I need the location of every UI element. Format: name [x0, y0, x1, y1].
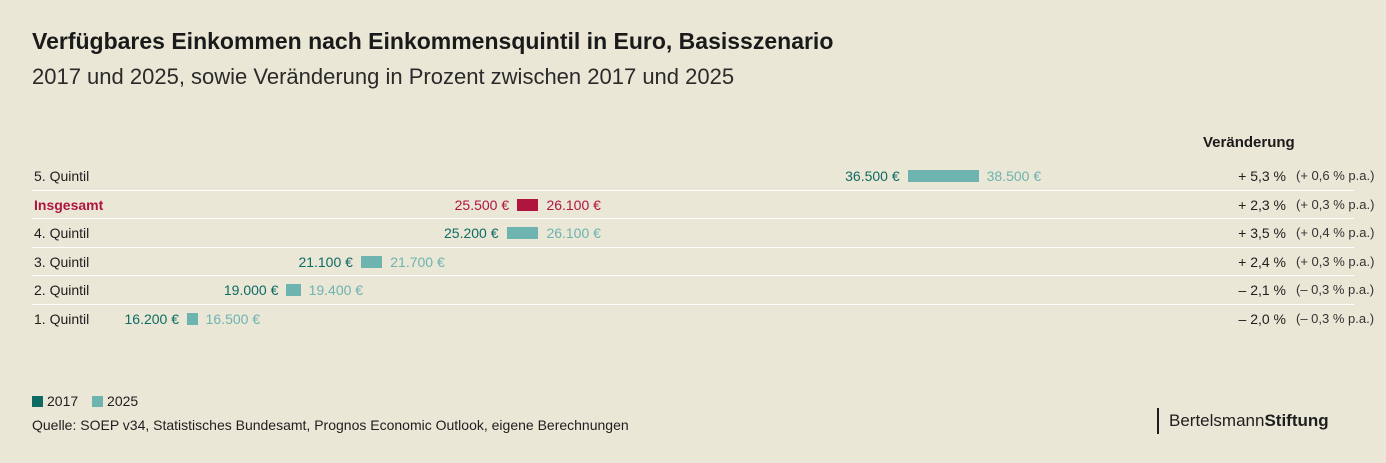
change-bar — [506, 227, 539, 239]
change-percent: – 2,0 % — [1238, 310, 1286, 327]
value-label-low: 21.100 € — [298, 253, 353, 270]
row-label: Insgesamt — [34, 196, 104, 213]
row-divider — [32, 189, 1354, 191]
chart-row: 1. Quintil 16.200 € 16.500 € – 2,0 % (– 0,3 … — [32, 305, 1374, 333]
change-percent: + 2,3 % — [1238, 196, 1286, 213]
row-divider — [32, 218, 1354, 219]
change-percent: + 5,3 % — [1238, 168, 1286, 184]
chart-row: 4. Quintil 25.200 € 26.100 € + 3,5 % (+ 0,4 … — [32, 219, 1374, 247]
chart-row: 5. Quintil 36.500 € 38.500 € + 5,3 % (+ 0,6 … — [32, 162, 1374, 190]
change-percent: + 3,5 % — [1238, 225, 1286, 241]
chart-row: Insgesamt 25.500 € 26.100 € + 2,3 % (+ 0,3 %… — [32, 191, 1374, 219]
change-bar — [286, 284, 301, 296]
source-note: Quelle: SOEP v34, Statistisches Bundesam… — [32, 417, 629, 433]
legend-swatch-2017 — [32, 396, 43, 407]
value-label-low: 25.200 € — [444, 225, 499, 241]
legend-item-2025: 2025 — [92, 393, 138, 409]
legend-item-2017: 2017 — [32, 393, 82, 409]
value-label-high: 21.700 € — [390, 253, 445, 270]
row-label: 4. Quintil — [34, 225, 90, 241]
legend: 2017 2025 — [32, 393, 148, 409]
chart-title: Verfügbares Einkommen nach Einkommensqui… — [32, 28, 834, 54]
change-per-annum: (+ 0,3 % p.a.) — [1296, 196, 1375, 212]
change-bar — [907, 170, 979, 182]
row-label: 2. Quintil — [34, 282, 90, 298]
value-label-high: 16.500 € — [205, 310, 261, 327]
value-label-low: 36.500 € — [845, 168, 900, 184]
legend-label-2017: 2017 — [47, 393, 79, 409]
change-per-annum: (+ 0,4 % p.a.) — [1296, 225, 1375, 240]
chart-row: 2. Quintil 19.000 € 19.400 € – 2,1 % (– 0,3 … — [32, 276, 1374, 304]
row-label: 3. Quintil — [34, 253, 90, 270]
row-divider — [32, 303, 1354, 305]
change-percent: – 2,1 % — [1238, 282, 1286, 298]
change-bar — [360, 255, 383, 268]
legend-label-2025: 2025 — [107, 393, 139, 409]
change-column-header: Veränderung — [1203, 134, 1295, 151]
legend-swatch-2025 — [92, 396, 104, 407]
value-label-high: 19.400 € — [308, 282, 364, 298]
value-label-high: 38.500 € — [986, 168, 1042, 184]
brand-logo: BertelsmannStiftung — [1157, 408, 1329, 434]
value-label-low: 25.500 € — [454, 196, 510, 213]
value-label-high: 26.100 € — [546, 196, 601, 213]
brand-bold: Stiftung — [1264, 411, 1329, 430]
change-per-annum: (– 0,3 % p.a.) — [1296, 310, 1375, 326]
row-label: 5. Quintil — [34, 168, 90, 184]
value-label-low: 16.200 € — [124, 310, 180, 327]
change-bar — [187, 312, 198, 325]
row-divider — [32, 246, 1354, 248]
change-bar — [517, 198, 539, 211]
chart-subtitle: 2017 und 2025, sowie Veränderung in Proz… — [32, 64, 735, 89]
change-percent: + 2,4 % — [1238, 253, 1286, 270]
value-label-low: 19.000 € — [223, 282, 279, 298]
change-per-annum: (+ 0,6 % p.a.) — [1296, 168, 1375, 183]
row-divider — [32, 275, 1354, 276]
change-per-annum: (– 0,3 % p.a.) — [1296, 282, 1375, 297]
brand-regular: Bertelsmann — [1169, 411, 1265, 430]
value-label-high: 26.100 € — [546, 225, 601, 241]
row-label: 1. Quintil — [34, 310, 90, 327]
chart-row: 3. Quintil 21.100 € 21.700 € + 2,4 % (+ 0,3 … — [32, 248, 1374, 276]
change-per-annum: (+ 0,3 % p.a.) — [1296, 253, 1375, 269]
